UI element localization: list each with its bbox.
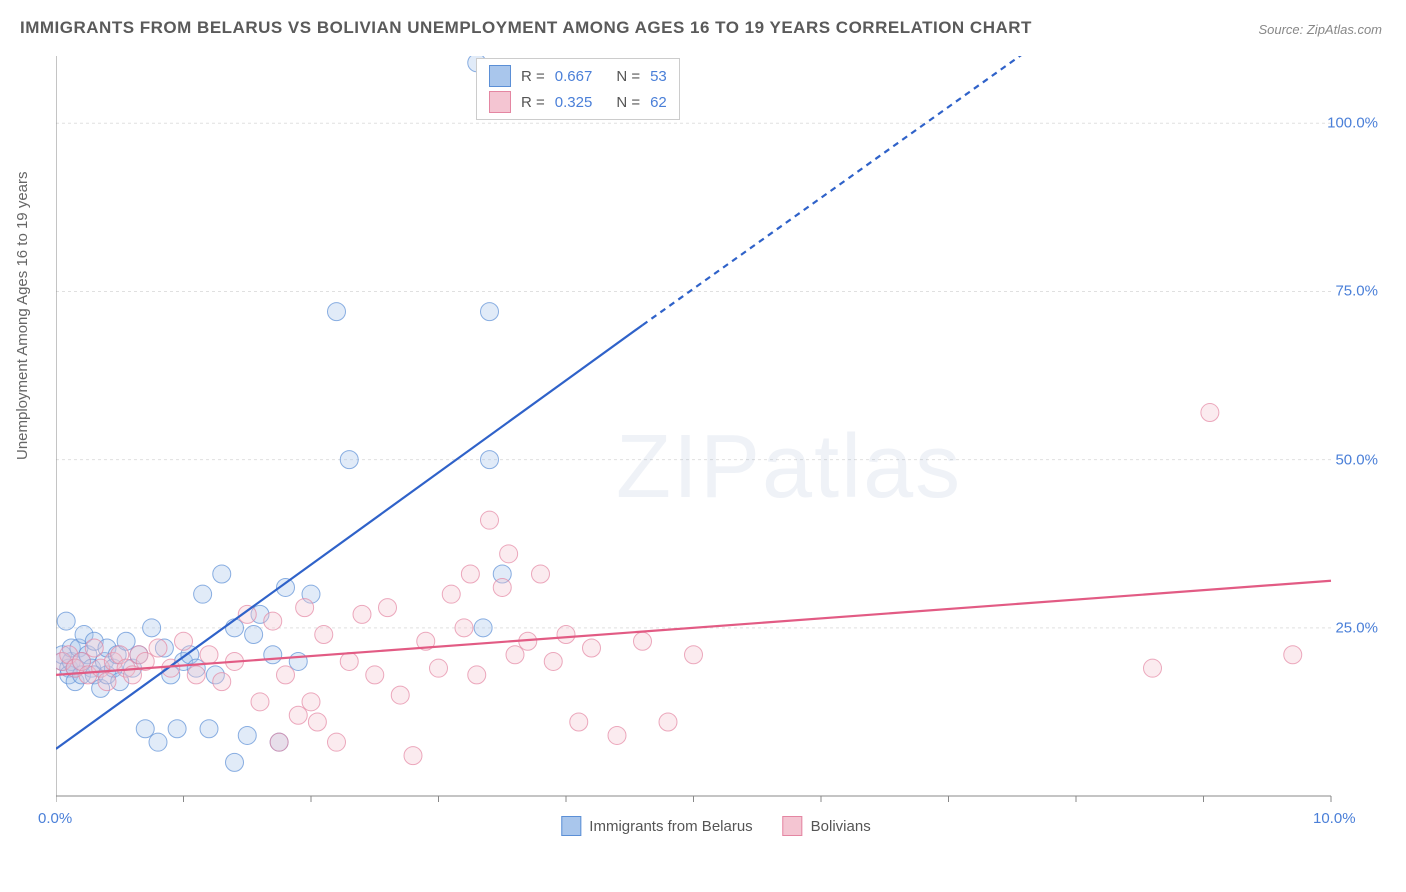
y-tick-label: 100.0% bbox=[1327, 115, 1378, 132]
stats-legend-row: R = 0.325 N = 62 bbox=[489, 91, 667, 113]
stat-r-value: 0.325 bbox=[555, 94, 593, 111]
legend-item: Immigrants from Belarus bbox=[561, 816, 752, 836]
stats-legend-row: R = 0.667 N = 53 bbox=[489, 65, 667, 87]
series-legend: Immigrants from Belarus Bolivians bbox=[561, 816, 870, 836]
legend-label: Bolivians bbox=[811, 818, 871, 835]
y-axis-label: Unemployment Among Ages 16 to 19 years bbox=[14, 171, 31, 460]
y-tick-label: 50.0% bbox=[1335, 451, 1378, 468]
stat-r-label: R = bbox=[521, 68, 545, 85]
stat-r-value: 0.667 bbox=[555, 68, 593, 85]
legend-swatch bbox=[489, 65, 511, 87]
stat-n-label: N = bbox=[616, 68, 640, 85]
source-attribution: Source: ZipAtlas.com bbox=[1258, 22, 1382, 37]
legend-swatch bbox=[489, 91, 511, 113]
plot-area: R = 0.667 N = 53 R = 0.325 N = 62 Immigrant… bbox=[56, 56, 1376, 836]
stat-r-label: R = bbox=[521, 94, 545, 111]
legend-swatch bbox=[783, 816, 803, 836]
legend-label: Immigrants from Belarus bbox=[589, 818, 752, 835]
correlation-stats-legend: R = 0.667 N = 53 R = 0.325 N = 62 bbox=[476, 58, 680, 120]
stat-n-value: 62 bbox=[650, 94, 667, 111]
legend-item: Bolivians bbox=[783, 816, 871, 836]
stat-n-label: N = bbox=[616, 94, 640, 111]
y-tick-label: 75.0% bbox=[1335, 283, 1378, 300]
stat-n-value: 53 bbox=[650, 68, 667, 85]
scatter-chart-svg bbox=[56, 56, 1376, 836]
legend-swatch bbox=[561, 816, 581, 836]
chart-title: IMMIGRANTS FROM BELARUS VS BOLIVIAN UNEM… bbox=[20, 18, 1032, 38]
x-tick-label: 10.0% bbox=[1313, 810, 1356, 827]
y-tick-label: 25.0% bbox=[1335, 619, 1378, 636]
x-tick-label: 0.0% bbox=[38, 810, 72, 827]
